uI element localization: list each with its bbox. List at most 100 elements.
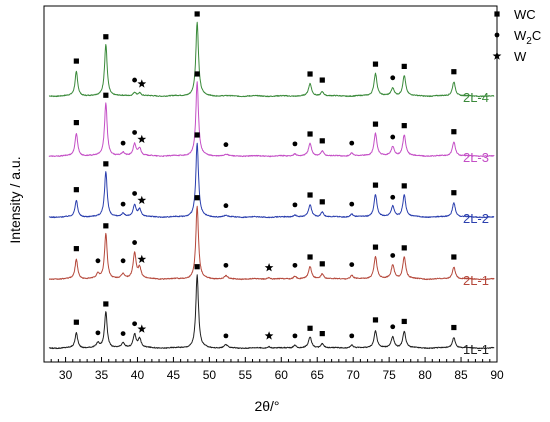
series-2l-3: 2L-3 bbox=[48, 71, 495, 165]
w2c-peak-marker bbox=[132, 191, 138, 196]
w2c-peak-marker bbox=[292, 333, 298, 339]
legend: WC W2C W bbox=[492, 7, 541, 64]
legend-w-icon bbox=[492, 51, 502, 60]
x-tick-label: 90 bbox=[490, 368, 504, 382]
wc-peak-marker bbox=[103, 34, 109, 40]
w2c-peak-marker bbox=[95, 330, 101, 336]
series-2l-4: 2L-4 bbox=[48, 11, 495, 105]
wc-peak-marker bbox=[372, 61, 379, 67]
w-peak-marker bbox=[137, 324, 147, 333]
legend-label-w2c: W2C bbox=[514, 28, 541, 47]
series-line bbox=[48, 21, 495, 98]
w2c-peak-marker bbox=[120, 331, 126, 336]
w-peak-marker bbox=[137, 195, 147, 204]
x-tick-label: 45 bbox=[167, 368, 181, 382]
wc-peak-marker bbox=[194, 71, 200, 77]
series-2l-2: 2L-2 bbox=[48, 132, 495, 226]
wc-peak-marker bbox=[401, 245, 407, 251]
x-tick-label: 60 bbox=[275, 368, 289, 382]
wc-peak-marker bbox=[451, 129, 457, 135]
wc-peak-marker bbox=[401, 183, 407, 189]
wc-peak-marker bbox=[307, 254, 313, 260]
wc-peak-marker bbox=[372, 182, 379, 188]
wc-peak-marker bbox=[103, 301, 109, 307]
w2c-peak-marker bbox=[120, 201, 126, 207]
wc-peak-marker bbox=[103, 92, 109, 98]
w-peak-marker bbox=[137, 79, 147, 88]
series-line bbox=[48, 142, 495, 219]
legend-label-w: W bbox=[514, 49, 527, 64]
wc-peak-marker bbox=[401, 63, 407, 69]
wc-peak-marker bbox=[73, 246, 79, 252]
wc-peak-marker bbox=[307, 131, 313, 137]
w-peak-marker bbox=[264, 331, 274, 340]
wc-peak-marker bbox=[307, 325, 313, 331]
w2c-peak-marker bbox=[349, 262, 355, 267]
wc-peak-marker bbox=[319, 199, 325, 205]
wc-peak-marker bbox=[194, 11, 200, 17]
series-label: 2L-2 bbox=[463, 211, 489, 226]
x-tick-label: 80 bbox=[418, 368, 432, 382]
w2c-peak-marker bbox=[120, 140, 126, 146]
wc-peak-marker bbox=[319, 77, 325, 83]
wc-peak-marker bbox=[73, 120, 79, 126]
w2c-peak-marker bbox=[292, 202, 298, 208]
series-1l-1: 1L-1 bbox=[48, 264, 495, 357]
x-tick-label: 30 bbox=[59, 368, 73, 382]
wc-peak-marker bbox=[307, 192, 313, 198]
wc-peak-marker bbox=[401, 123, 407, 129]
x-tick-label: 70 bbox=[347, 368, 361, 382]
series-2l-1: 2L-1 bbox=[48, 195, 495, 288]
w2c-peak-marker bbox=[390, 134, 396, 140]
wc-peak-marker bbox=[451, 324, 457, 331]
w2c-peak-marker bbox=[349, 140, 355, 146]
wc-peak-marker bbox=[73, 319, 79, 325]
w2c-peak-marker bbox=[223, 203, 229, 209]
w2c-peak-marker bbox=[390, 324, 396, 330]
wc-peak-marker bbox=[372, 317, 379, 323]
w2c-peak-marker bbox=[390, 194, 396, 200]
legend-label-wc: WC bbox=[514, 7, 536, 22]
w2c-peak-marker bbox=[132, 77, 138, 83]
wc-peak-marker bbox=[194, 132, 200, 138]
x-axis-title: 2θ/° bbox=[254, 398, 279, 414]
w2c-peak-marker bbox=[120, 258, 126, 264]
x-tick-label: 40 bbox=[131, 368, 145, 382]
w-peak-marker bbox=[264, 263, 274, 272]
w2c-peak-marker bbox=[349, 201, 355, 207]
w2c-peak-marker bbox=[132, 130, 138, 135]
wc-peak-marker bbox=[103, 223, 109, 229]
wc-peak-marker bbox=[451, 190, 457, 196]
x-tick-label: 55 bbox=[239, 368, 253, 382]
wc-peak-marker bbox=[451, 69, 457, 75]
w2c-peak-marker bbox=[292, 141, 298, 147]
x-tick-label: 65 bbox=[311, 368, 325, 382]
x-tick-label: 50 bbox=[203, 368, 217, 382]
wc-peak-marker bbox=[319, 331, 325, 337]
series-label: 1L-1 bbox=[463, 342, 489, 357]
w2c-peak-marker bbox=[390, 75, 396, 81]
series-label: 2L-4 bbox=[463, 90, 489, 105]
legend-wc-icon bbox=[494, 11, 500, 17]
wc-peak-marker bbox=[319, 261, 325, 267]
x-tick-label: 75 bbox=[382, 368, 396, 382]
w2c-peak-marker bbox=[390, 253, 396, 258]
x-tick-label: 85 bbox=[454, 368, 468, 382]
w2c-peak-marker bbox=[223, 142, 229, 148]
wc-peak-marker bbox=[401, 318, 407, 325]
x-tick-label: 35 bbox=[95, 368, 109, 382]
wc-peak-marker bbox=[451, 254, 457, 260]
series-group: 2L-4 2L-3 2L-2 2L-1 1L-1 bbox=[48, 11, 495, 357]
w2c-peak-marker bbox=[223, 262, 229, 268]
w-peak-marker bbox=[137, 134, 147, 143]
w2c-peak-marker bbox=[349, 333, 355, 339]
wc-peak-marker bbox=[194, 264, 200, 270]
wc-peak-marker bbox=[103, 161, 109, 167]
plot-frame bbox=[43, 5, 498, 363]
series-line bbox=[48, 274, 495, 350]
w-peak-marker bbox=[137, 254, 147, 263]
series-line bbox=[48, 81, 495, 158]
wc-peak-marker bbox=[319, 138, 325, 144]
w2c-peak-marker bbox=[223, 333, 229, 339]
